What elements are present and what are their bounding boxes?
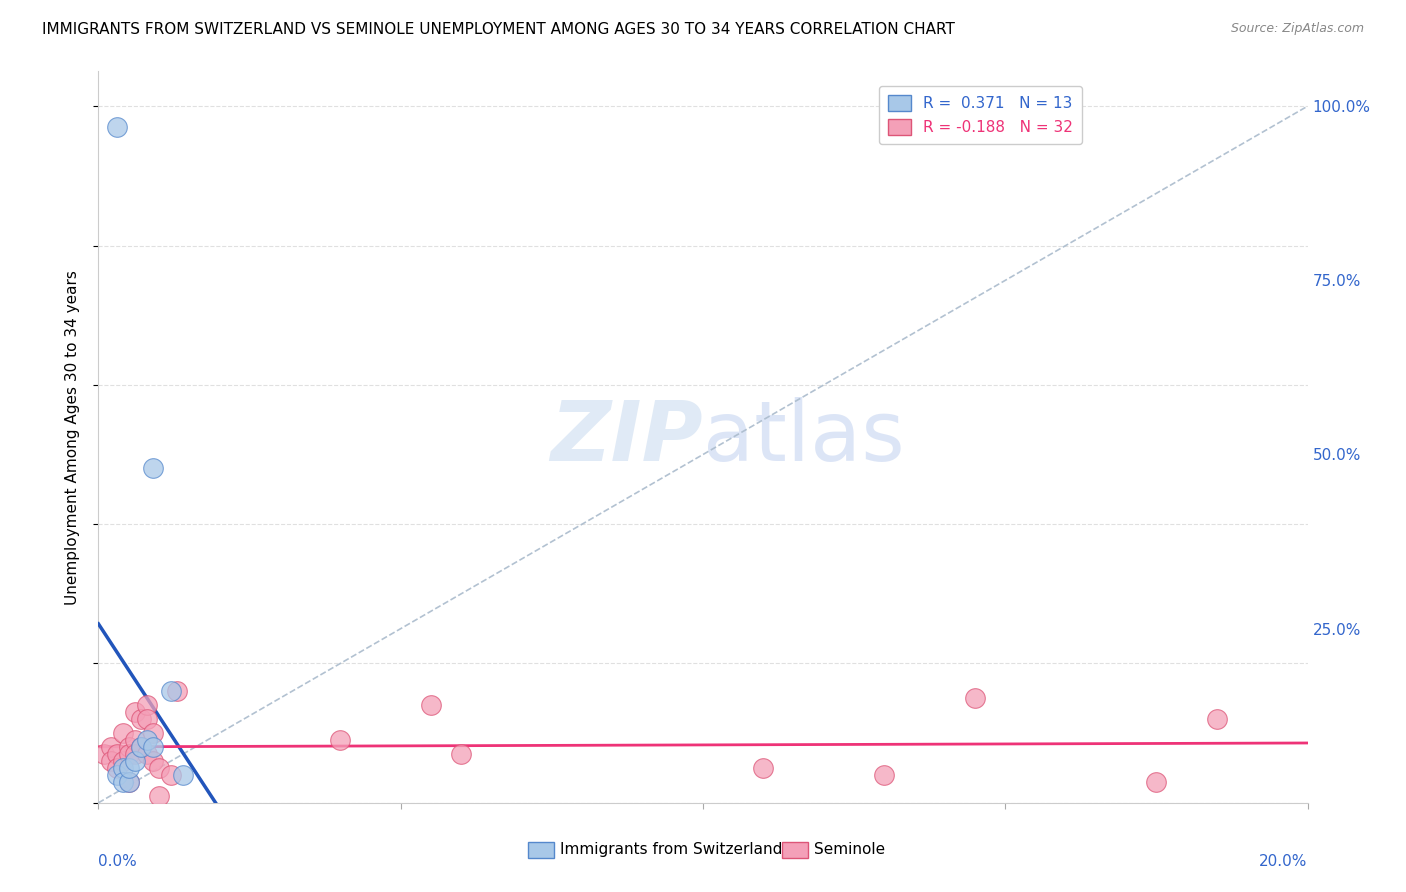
- Y-axis label: Unemployment Among Ages 30 to 34 years: Unemployment Among Ages 30 to 34 years: [65, 269, 80, 605]
- Point: [135, 712, 157, 726]
- Point: [135, 733, 157, 747]
- Point: [142, 754, 165, 768]
- Point: [100, 754, 122, 768]
- Point: [172, 768, 194, 782]
- Point: [160, 684, 183, 698]
- Point: [329, 733, 352, 747]
- Point: [118, 775, 141, 789]
- Point: [420, 698, 443, 713]
- Point: [965, 691, 987, 706]
- Point: [105, 768, 128, 782]
- Text: Seminole: Seminole: [814, 842, 886, 857]
- Point: [118, 747, 141, 761]
- Point: [129, 740, 152, 755]
- Point: [148, 789, 170, 803]
- Legend: R =  0.371   N = 13, R = -0.188   N = 32: R = 0.371 N = 13, R = -0.188 N = 32: [879, 87, 1083, 145]
- Bar: [527, 841, 554, 858]
- Text: 0.0%: 0.0%: [98, 854, 138, 869]
- Point: [100, 740, 122, 755]
- Point: [1206, 712, 1229, 726]
- Point: [124, 705, 146, 719]
- Point: [873, 768, 896, 782]
- Bar: [782, 841, 808, 858]
- Point: [105, 120, 128, 134]
- Point: [118, 740, 141, 755]
- Point: [135, 698, 157, 713]
- Point: [129, 712, 152, 726]
- Point: [1144, 775, 1167, 789]
- Point: [160, 768, 183, 782]
- Point: [93, 747, 115, 761]
- Point: [111, 754, 134, 768]
- Point: [129, 740, 152, 755]
- Point: [111, 761, 134, 775]
- Point: [105, 761, 128, 775]
- Point: [752, 761, 775, 775]
- Point: [142, 461, 165, 475]
- Point: [135, 747, 157, 761]
- Point: [148, 761, 170, 775]
- Point: [142, 740, 165, 755]
- Point: [111, 726, 134, 740]
- Point: [111, 775, 134, 789]
- Point: [166, 684, 188, 698]
- Text: Source: ZipAtlas.com: Source: ZipAtlas.com: [1230, 22, 1364, 36]
- Text: ZIP: ZIP: [550, 397, 703, 477]
- Point: [142, 726, 165, 740]
- Point: [105, 747, 128, 761]
- Text: IMMIGRANTS FROM SWITZERLAND VS SEMINOLE UNEMPLOYMENT AMONG AGES 30 TO 34 YEARS C: IMMIGRANTS FROM SWITZERLAND VS SEMINOLE …: [42, 22, 955, 37]
- Point: [118, 775, 141, 789]
- Point: [118, 761, 141, 775]
- Text: atlas: atlas: [703, 397, 904, 477]
- Point: [124, 733, 146, 747]
- Point: [450, 747, 472, 761]
- Text: 20.0%: 20.0%: [1260, 854, 1308, 869]
- Point: [124, 747, 146, 761]
- Text: Immigrants from Switzerland: Immigrants from Switzerland: [561, 842, 783, 857]
- Point: [124, 754, 146, 768]
